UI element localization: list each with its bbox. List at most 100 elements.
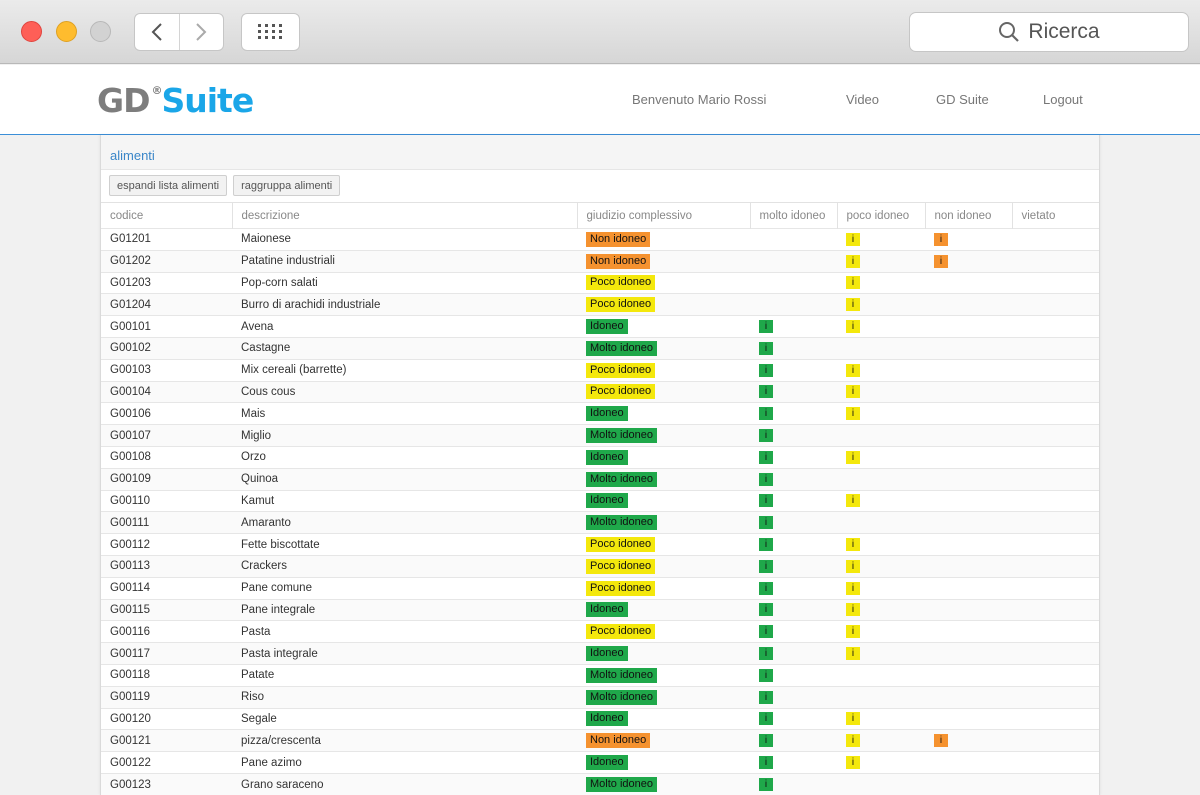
table-row[interactable]: G00111 Amaranto Molto idoneo i bbox=[101, 511, 1099, 534]
table-row[interactable]: G00121 pizza/crescenta Non idoneo i i i bbox=[101, 729, 1099, 752]
cell-poco-idoneo: i bbox=[837, 489, 925, 512]
info-marker-molto-idoneo[interactable]: i bbox=[759, 363, 773, 377]
codice-text: G00118 bbox=[110, 669, 151, 682]
info-marker-molto-idoneo[interactable]: i bbox=[759, 385, 773, 399]
info-marker-molto-idoneo[interactable]: i bbox=[759, 407, 773, 421]
judgement-badge: Idoneo bbox=[586, 711, 628, 727]
info-marker-molto-idoneo[interactable]: i bbox=[759, 690, 773, 704]
info-marker-poco-idoneo[interactable]: i bbox=[846, 254, 860, 268]
info-marker-poco-idoneo[interactable]: i bbox=[846, 756, 860, 770]
table-row[interactable]: G00122 Pane azimo Idoneo i i bbox=[101, 751, 1099, 774]
minimize-window-button[interactable] bbox=[56, 21, 77, 42]
info-marker-molto-idoneo[interactable]: i bbox=[759, 712, 773, 726]
info-marker-poco-idoneo[interactable]: i bbox=[846, 538, 860, 552]
table-row[interactable]: G01202 Patatine industriali Non idoneo i i bbox=[101, 249, 1099, 273]
table-row[interactable]: G00106 Mais Idoneo i i bbox=[101, 402, 1099, 425]
info-marker-poco-idoneo[interactable]: i bbox=[846, 494, 860, 508]
info-marker-poco-idoneo[interactable]: i bbox=[846, 232, 860, 246]
table-row[interactable]: G00104 Cous cous Poco idoneo i i bbox=[101, 380, 1099, 403]
table-row[interactable]: G00113 Crackers Poco idoneo i i bbox=[101, 554, 1099, 578]
info-marker-poco-idoneo[interactable]: i bbox=[846, 450, 860, 464]
info-marker-molto-idoneo[interactable]: i bbox=[759, 341, 773, 355]
table-row[interactable]: G01203 Pop-corn salati Poco idoneo i bbox=[101, 271, 1099, 294]
gd-suite-logo[interactable]: GD ®Suite bbox=[97, 81, 254, 120]
table-row[interactable]: G00118 Patate Molto idoneo i bbox=[101, 663, 1099, 687]
table-row[interactable]: G00117 Pasta integrale Idoneo i i bbox=[101, 642, 1099, 665]
nav-gd-suite[interactable]: GD Suite bbox=[936, 92, 989, 107]
info-marker-poco-idoneo[interactable]: i bbox=[846, 625, 860, 639]
info-marker-poco-idoneo[interactable]: i bbox=[846, 320, 860, 334]
info-marker-molto-idoneo[interactable]: i bbox=[759, 668, 773, 682]
info-marker-molto-idoneo[interactable]: i bbox=[759, 647, 773, 661]
info-marker-poco-idoneo[interactable]: i bbox=[846, 276, 860, 290]
info-marker-poco-idoneo[interactable]: i bbox=[846, 363, 860, 377]
column-header-poco-idoneo[interactable]: poco idoneo bbox=[836, 202, 925, 229]
search-placeholder: Ricerca bbox=[1028, 20, 1100, 43]
column-header-codice[interactable]: codice bbox=[101, 202, 232, 229]
info-marker-poco-idoneo[interactable]: i bbox=[846, 734, 860, 748]
table-row[interactable]: G00115 Pane integrale Idoneo i i bbox=[101, 598, 1099, 621]
group-foods-button[interactable]: raggruppa alimenti bbox=[233, 175, 341, 196]
column-header-giudizio[interactable]: giudizio complessivo bbox=[576, 202, 750, 229]
info-marker-molto-idoneo[interactable]: i bbox=[759, 472, 773, 486]
table-row[interactable]: G01201 Maionese Non idoneo i i bbox=[101, 228, 1099, 251]
back-button[interactable] bbox=[135, 14, 179, 50]
info-marker-molto-idoneo[interactable]: i bbox=[759, 778, 773, 792]
table-row[interactable]: G00103 Mix cereali (barrette) Poco idoneo i… bbox=[101, 358, 1099, 382]
info-marker-molto-idoneo[interactable]: i bbox=[759, 559, 773, 573]
column-header-molto-idoneo[interactable]: molto idoneo bbox=[749, 202, 837, 229]
info-marker-molto-idoneo[interactable]: i bbox=[759, 603, 773, 617]
table-row[interactable]: G01204 Burro di arachidi industriale Poco … bbox=[101, 293, 1099, 316]
table-row[interactable]: G00107 Miglio Molto idoneo i bbox=[101, 424, 1099, 447]
nav-video[interactable]: Video bbox=[846, 92, 880, 107]
table-row[interactable]: G00119 Riso Molto idoneo i bbox=[101, 685, 1099, 709]
judgement-badge: Poco idoneo bbox=[586, 384, 656, 400]
info-marker-poco-idoneo[interactable]: i bbox=[846, 603, 860, 617]
info-marker-poco-idoneo[interactable]: i bbox=[846, 559, 860, 573]
table-row[interactable]: G00101 Avena Idoneo i i bbox=[101, 315, 1099, 338]
info-marker-non-idoneo[interactable]: i bbox=[934, 734, 948, 748]
browser-search-field[interactable]: Ricerca bbox=[909, 12, 1189, 52]
apps-grid-button[interactable] bbox=[241, 13, 300, 51]
table-row[interactable]: G00108 Orzo Idoneo i i bbox=[101, 445, 1099, 469]
info-marker-poco-idoneo[interactable]: i bbox=[846, 712, 860, 726]
info-marker-non-idoneo[interactable]: i bbox=[934, 254, 948, 268]
judgement-badge: Idoneo bbox=[586, 406, 628, 422]
table-row[interactable]: G00109 Quinoa Molto idoneo i bbox=[101, 467, 1099, 491]
nav-logout[interactable]: Logout bbox=[1043, 92, 1083, 107]
info-marker-molto-idoneo[interactable]: i bbox=[759, 494, 773, 508]
cell-giudizio: Non idoneo bbox=[577, 729, 750, 752]
table-row[interactable]: G00116 Pasta Poco idoneo i i bbox=[101, 620, 1099, 643]
zoom-window-button[interactable] bbox=[90, 21, 111, 42]
column-header-non-idoneo[interactable]: non idoneo bbox=[924, 202, 1012, 229]
info-marker-molto-idoneo[interactable]: i bbox=[759, 516, 773, 530]
cell-codice: G01204 bbox=[101, 293, 232, 316]
table-row[interactable]: G00114 Pane comune Poco idoneo i i bbox=[101, 576, 1099, 600]
column-header-descrizione[interactable]: descrizione bbox=[231, 202, 577, 229]
info-marker-molto-idoneo[interactable]: i bbox=[759, 429, 773, 443]
table-row[interactable]: G00110 Kamut Idoneo i i bbox=[101, 489, 1099, 512]
column-header-vietato[interactable]: vietato bbox=[1011, 202, 1099, 229]
info-marker-poco-idoneo[interactable]: i bbox=[846, 407, 860, 421]
info-marker-molto-idoneo[interactable]: i bbox=[759, 581, 773, 595]
info-marker-molto-idoneo[interactable]: i bbox=[759, 734, 773, 748]
table-row[interactable]: G00120 Segale Idoneo i i bbox=[101, 707, 1099, 730]
info-marker-molto-idoneo[interactable]: i bbox=[759, 538, 773, 552]
info-marker-poco-idoneo[interactable]: i bbox=[846, 581, 860, 595]
info-marker-molto-idoneo[interactable]: i bbox=[759, 320, 773, 334]
nav-welcome-user[interactable]: Benvenuto Mario Rossi bbox=[632, 92, 767, 107]
info-marker-non-idoneo[interactable]: i bbox=[934, 232, 948, 246]
table-row[interactable]: G00123 Grano saraceno Molto idoneo i bbox=[101, 772, 1099, 795]
info-marker-poco-idoneo[interactable]: i bbox=[846, 647, 860, 661]
forward-button[interactable] bbox=[178, 14, 224, 50]
cell-poco-idoneo: i bbox=[837, 729, 925, 752]
table-row[interactable]: G00102 Castagne Molto idoneo i bbox=[101, 336, 1099, 360]
info-marker-poco-idoneo[interactable]: i bbox=[846, 298, 860, 312]
close-window-button[interactable] bbox=[21, 21, 42, 42]
info-marker-molto-idoneo[interactable]: i bbox=[759, 625, 773, 639]
table-row[interactable]: G00112 Fette biscottate Poco idoneo i i bbox=[101, 533, 1099, 556]
expand-list-button[interactable]: espandi lista alimenti bbox=[109, 175, 228, 196]
info-marker-poco-idoneo[interactable]: i bbox=[846, 385, 860, 399]
info-marker-molto-idoneo[interactable]: i bbox=[759, 756, 773, 770]
info-marker-molto-idoneo[interactable]: i bbox=[759, 450, 773, 464]
